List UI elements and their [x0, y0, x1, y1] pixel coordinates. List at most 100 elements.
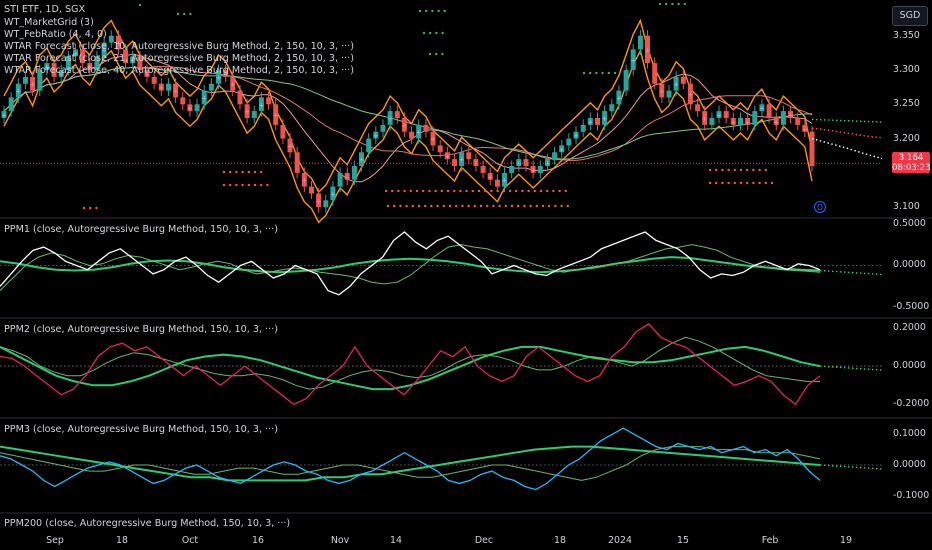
- time-axis-tick: 19: [840, 535, 852, 546]
- grid-cross-marker: +: [502, 177, 508, 185]
- legend-wtar-forecast-21[interactable]: WTAR Forecast (close, 21, Autoregressive…: [4, 53, 354, 64]
- grid-dot-red: [541, 204, 545, 208]
- legend-wtar-forecast-40[interactable]: WTAR Forecast (close, 40, Autoregressive…: [4, 65, 354, 76]
- grid-cross-marker: +: [373, 132, 379, 140]
- grid-dot: [183, 12, 186, 16]
- candle-body: [316, 193, 322, 208]
- grid-dot-red: [241, 170, 244, 174]
- grid-cross-marker: +: [230, 81, 236, 89]
- ppm3-main-line: [0, 427, 821, 491]
- ppm3-forecast-line: [819, 464, 883, 470]
- time-axis-tick: 18: [554, 535, 566, 546]
- legend-ppm1[interactable]: PPM1 (close, Autoregressive Burg Method,…: [4, 224, 278, 235]
- ppm2-forecast-line: [819, 365, 883, 371]
- currency-button[interactable]: SGD: [892, 6, 928, 26]
- grid-dot-red: [708, 181, 712, 185]
- candle-body: [180, 97, 186, 105]
- candle-body: [537, 166, 543, 173]
- candle-body: [151, 76, 157, 84]
- grid-cross-marker: +: [544, 160, 550, 168]
- grid-cross-marker: +: [630, 57, 636, 65]
- dividend-marker-icon[interactable]: D: [814, 201, 826, 213]
- grid-cross-marker: +: [344, 173, 350, 181]
- candle-body: [559, 145, 565, 153]
- candle-body: [652, 63, 658, 84]
- candle-body: [344, 172, 350, 180]
- grid-dot-red: [471, 189, 474, 193]
- grid-cross-marker: +: [30, 81, 36, 89]
- grid-dot: [441, 31, 444, 35]
- candle-body: [166, 83, 171, 91]
- grid-cross-marker: +: [688, 91, 694, 99]
- grid-cross-marker: +: [244, 108, 250, 116]
- candle-body: [695, 104, 701, 112]
- grid-dot-red: [448, 204, 452, 208]
- candle-body: [602, 111, 608, 125]
- grid-cross-marker: +: [187, 105, 193, 113]
- candle-body: [101, 42, 107, 57]
- candle-body: [573, 131, 579, 139]
- grid-dot-red: [529, 204, 532, 208]
- grid-dot-red: [739, 181, 743, 185]
- legend-ppm200[interactable]: PPM200 (close, Autoregressive Burg Metho…: [4, 518, 291, 529]
- candle-body: [723, 111, 729, 118]
- grid-cross-marker: +: [459, 156, 465, 164]
- grid-dot-red: [428, 189, 431, 193]
- legend-ppm3[interactable]: PPM3 (close, Autoregressive Burg Method,…: [4, 424, 278, 435]
- legend-wt-marketgrid[interactable]: WT_MarketGrid (3): [4, 17, 94, 28]
- grid-cross-marker: +: [487, 173, 493, 181]
- candle-body: [666, 90, 672, 98]
- grid-cross-marker: +: [530, 166, 536, 174]
- grid-dot: [613, 71, 617, 75]
- grid-cross-marker: +: [587, 118, 593, 126]
- candle-body: [709, 118, 715, 125]
- candle-body: [194, 104, 200, 112]
- legend-wtar-forecast-10[interactable]: WTAR Forecast (close, 10, Autoregressive…: [4, 41, 354, 52]
- grid-cross-marker: +: [573, 132, 579, 140]
- grid-dot-red: [758, 168, 761, 172]
- candle-body: [137, 56, 143, 70]
- grid-dot: [429, 31, 432, 35]
- candle-body: [394, 111, 400, 118]
- candle-body: [30, 76, 36, 91]
- forecast-line-1: [811, 137, 883, 160]
- legend-wt-febratio[interactable]: WT_FebRatio (4, 4, 0): [4, 29, 107, 40]
- candle-body: [566, 138, 572, 146]
- grid-cross-marker: +: [473, 160, 479, 168]
- candle-body: [430, 131, 436, 146]
- grid-dot-red: [415, 189, 419, 193]
- grid-cross-marker: +: [645, 46, 651, 54]
- grid-dot-red: [508, 189, 512, 193]
- grid-cross-marker: +: [101, 46, 107, 54]
- grid-dot: [431, 9, 434, 13]
- candle-body: [773, 118, 779, 125]
- ppm2-axis-tick: 0.0000: [893, 360, 926, 372]
- legend-ppm2[interactable]: PPM2 (close, Autoregressive Burg Method,…: [4, 324, 278, 335]
- candle-body: [123, 49, 129, 64]
- grid-dot-red: [465, 189, 468, 193]
- grid-dot: [435, 52, 438, 56]
- grid-cross-marker: +: [673, 81, 679, 89]
- grid-cross-marker: +: [287, 142, 293, 150]
- grid-cross-marker: +: [444, 153, 450, 161]
- candle-body: [173, 83, 179, 98]
- grid-cross-marker: +: [216, 74, 222, 82]
- grid-cross-marker: +: [144, 70, 150, 78]
- candle-body: [516, 159, 522, 166]
- candle-body: [23, 76, 28, 84]
- grid-dot: [582, 71, 586, 75]
- grid-cross-marker: +: [44, 64, 50, 72]
- grid-dot: [607, 71, 610, 75]
- grid-dot-red: [446, 189, 450, 193]
- grid-dot-red: [715, 181, 718, 185]
- grid-cross-marker: +: [516, 160, 522, 168]
- candle-body: [716, 111, 722, 118]
- grid-dot-red: [733, 181, 736, 185]
- grid-dot-red: [384, 189, 388, 193]
- grid-dot-red: [95, 206, 98, 210]
- time-axis-tick: 14: [390, 535, 402, 546]
- candle-body: [65, 56, 71, 70]
- ppm3-axis-tick: -0.1000: [893, 489, 930, 501]
- grid-dot-red: [393, 204, 396, 208]
